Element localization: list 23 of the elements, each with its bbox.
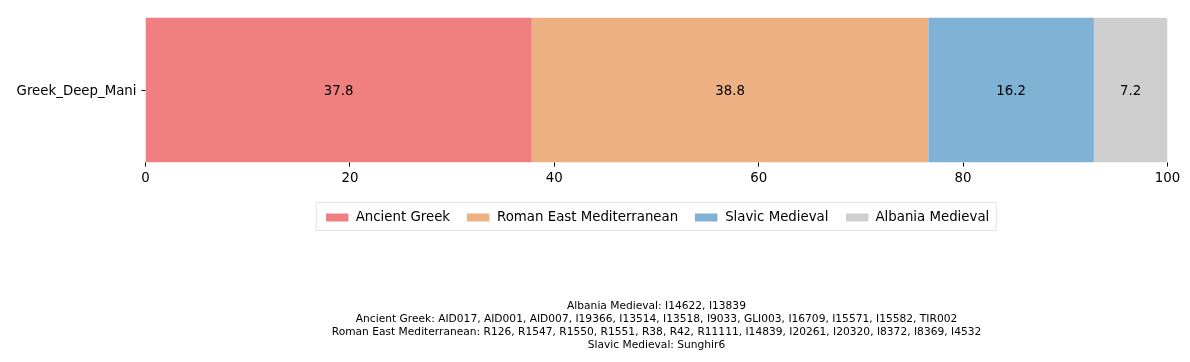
bar [145,17,532,163]
data-label: 38.8 [715,83,745,98]
bar [531,17,929,163]
legend-label: Albania Medieval [875,209,990,224]
data-label: 7.2 [1120,83,1142,98]
x-tick-label: 60 [750,169,768,185]
x-tick-label: 20 [341,169,359,185]
bar [1093,17,1168,163]
legend-label: Slavic Medieval [725,209,829,224]
data-label: 37.8 [323,83,354,98]
x-tick-label: 0 [141,169,150,185]
text: Ancient Greek: AID017, AID001, AID007, I19366, I13514, I13518, I9033, GLI003, I16709, I15571, I15582, TIR002 [355,312,958,325]
data-label: 16.2 [996,83,1026,98]
text: Roman East Mediterranean: R126, R1547, R1550, R1551, R38, R42, R11111, I14839, I20261, I20320, I8372, I8369, I4532 [331,325,982,338]
text: Albania Medieval: I14622, I13839 [567,299,747,312]
text: Slavic Medieval: Sunghir6 [587,338,726,351]
legend-label: Ancient Greek [355,209,451,224]
legend-label: Roman East Mediterranean [497,209,679,224]
x-tick-label: 40 [545,169,563,185]
x-tick-label: 100 [1154,169,1181,185]
bar [928,17,1094,163]
x-tick-label: 80 [954,169,972,185]
y-tick-label: Greek_Deep_Mani [16,82,137,98]
